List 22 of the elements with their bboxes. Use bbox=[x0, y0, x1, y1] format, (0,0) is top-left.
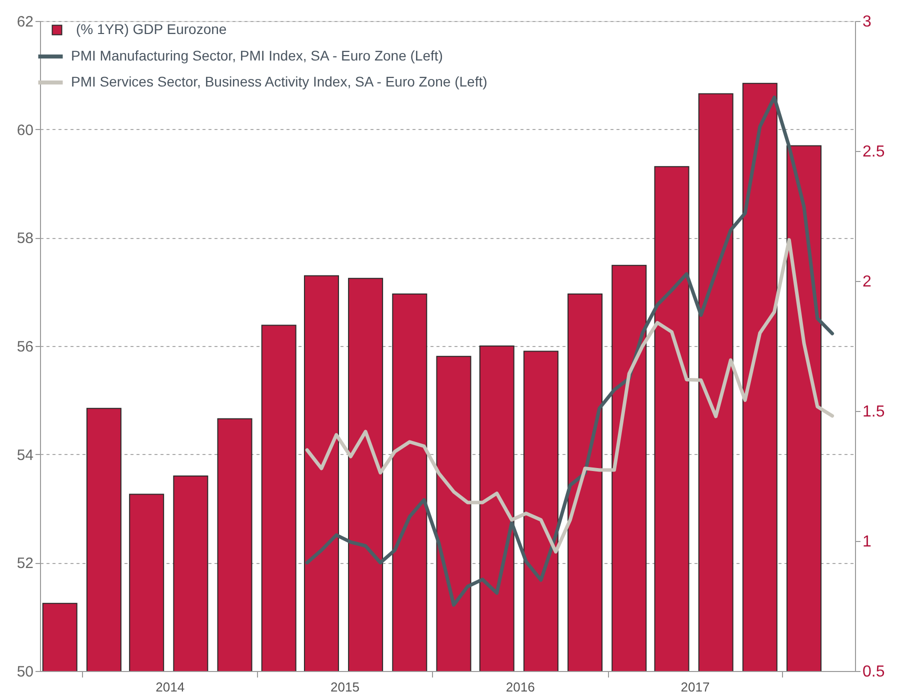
legend-label: PMI Services Sector, Business Activity Index, SA - Euro Zone (Left) bbox=[71, 74, 488, 90]
y2-tick-label: 2.5 bbox=[862, 144, 885, 160]
x-tick-label: 2014 bbox=[156, 680, 185, 693]
y-tick-label: 56 bbox=[16, 338, 34, 356]
y-tick-label: 58 bbox=[16, 230, 34, 248]
x-tick-label: 2015 bbox=[330, 680, 360, 693]
line-series bbox=[305, 238, 834, 554]
line-series bbox=[305, 96, 834, 607]
y2-tick-label: 1 bbox=[862, 534, 872, 550]
legend-label: PMI Manufacturing Sector, PMI Index, SA - Euro Zone (Left) bbox=[71, 48, 443, 64]
x-tick-label: 2017 bbox=[680, 680, 710, 693]
y-tick-label: 60 bbox=[16, 122, 34, 139]
y2-tick-label: 1.5 bbox=[862, 404, 885, 420]
y2-tick-label: 2 bbox=[862, 274, 872, 290]
y2-tick-label: 3 bbox=[862, 14, 872, 30]
y-tick-label: 52 bbox=[16, 555, 34, 572]
y-tick-label: 54 bbox=[16, 446, 34, 464]
x-tick-label: 2016 bbox=[506, 680, 535, 693]
legend-label: (% 1YR) GDP Eurozone bbox=[76, 21, 227, 37]
y-tick-label: 62 bbox=[16, 14, 34, 30]
y2-tick-label: 0.5 bbox=[862, 664, 885, 680]
y-tick-label: 50 bbox=[16, 664, 34, 680]
